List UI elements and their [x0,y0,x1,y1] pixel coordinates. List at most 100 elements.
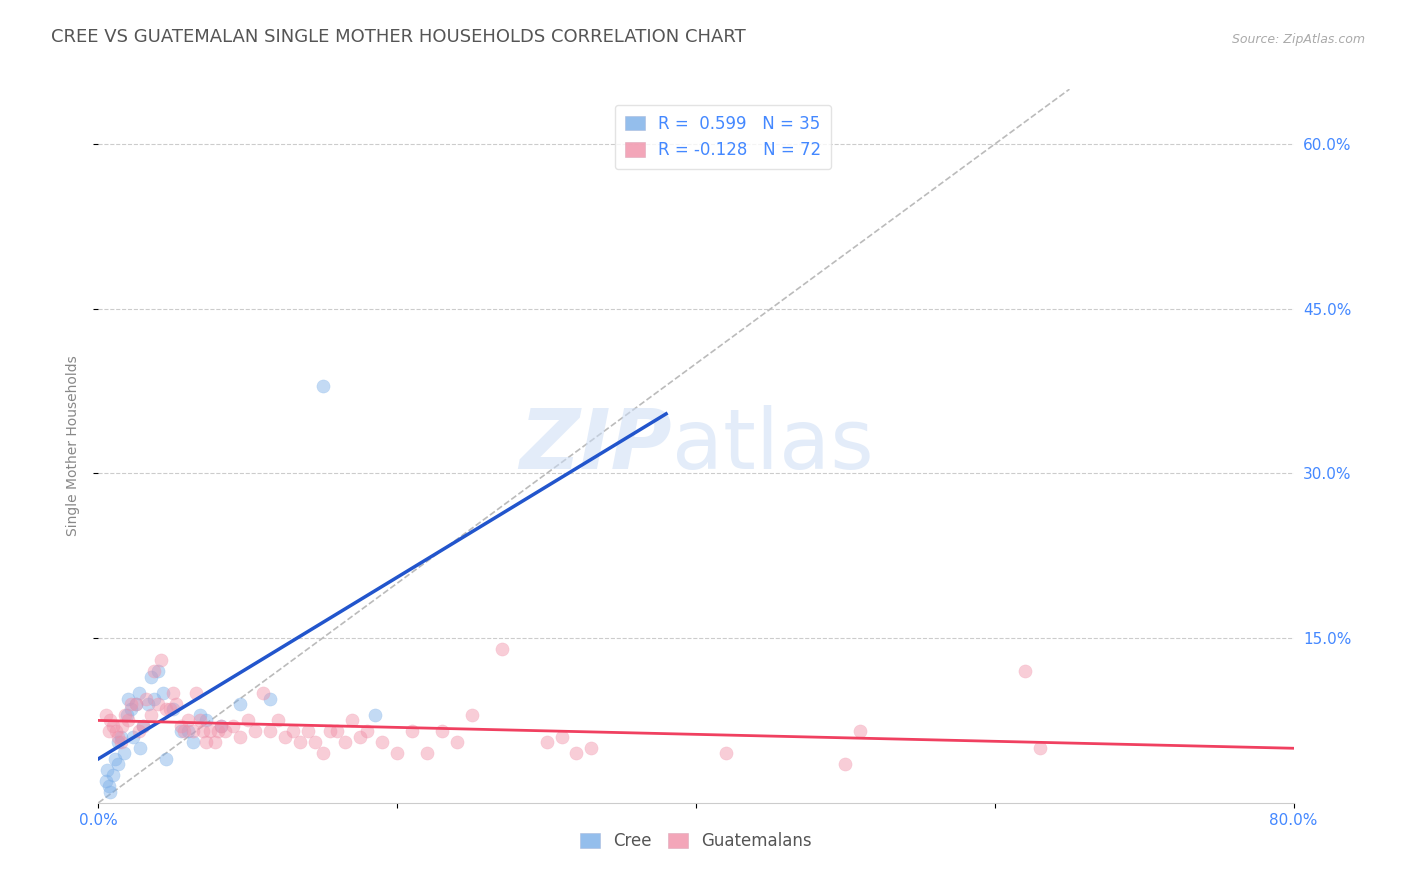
Point [267,714,290,728]
Point [173,724,195,739]
Point [97,780,120,794]
Point [229,730,252,744]
Point [94,773,117,788]
Text: CREE VS GUATEMALAN SINGLE MOTHER HOUSEHOLDS CORRELATION CHART: CREE VS GUATEMALAN SINGLE MOTHER HOUSEHO… [51,29,745,46]
Point [245,724,267,739]
Point [214,724,236,739]
Point [132,719,155,733]
Point [461,708,484,723]
Point [222,719,245,733]
Point [188,714,211,728]
Point [288,735,311,749]
Point [416,747,439,761]
Point [98,785,122,799]
Point [356,724,378,739]
Point [259,691,281,706]
Point [401,724,423,739]
Point [114,708,136,723]
Point [177,724,200,739]
Point [714,747,737,761]
Point [207,724,229,739]
Point [446,735,468,749]
Point [550,730,572,744]
Point [136,697,159,711]
Point [349,730,371,744]
Point [181,724,204,739]
Point [110,730,132,744]
Point [169,724,191,739]
Point [139,669,162,683]
Point [1014,664,1036,678]
Point [177,714,200,728]
Point [97,724,120,739]
Point [120,702,142,716]
Point [155,702,177,716]
Point [200,724,222,739]
Point [155,752,177,766]
Point [148,697,170,711]
Point [105,724,128,739]
Point [128,724,150,739]
Point [184,686,207,700]
Point [209,719,232,733]
Text: ZIP: ZIP [519,406,672,486]
Point [297,724,319,739]
Point [281,724,304,739]
Point [142,664,165,678]
Point [1028,740,1050,755]
Point [107,735,129,749]
Point [536,735,558,749]
Point [834,757,856,772]
Point [259,724,281,739]
Point [107,757,129,772]
Point [152,686,174,700]
Point [195,735,218,749]
Point [311,378,333,392]
Point [110,735,132,749]
Point [342,714,364,728]
Point [103,719,125,733]
Point [117,691,139,706]
Point [364,708,387,723]
Point [121,730,143,744]
Point [98,714,122,728]
Point [209,719,232,733]
Point [96,763,118,777]
Point [236,714,259,728]
Text: Source: ZipAtlas.com: Source: ZipAtlas.com [1232,33,1365,46]
Point [148,664,170,678]
Point [565,747,588,761]
Point [304,735,326,749]
Point [430,724,453,739]
Point [111,719,134,733]
Point [229,697,252,711]
Point [169,719,191,733]
Point [159,702,181,716]
Point [252,686,274,700]
Point [188,708,211,723]
Point [129,740,152,755]
Point [319,724,342,739]
Point [115,708,138,723]
Point [162,686,184,700]
Point [125,697,148,711]
Point [128,686,150,700]
Point [165,697,187,711]
Point [191,724,214,739]
Point [135,691,157,706]
Point [204,735,226,749]
Point [371,735,394,749]
Point [181,735,204,749]
Point [326,724,349,739]
Point [195,714,218,728]
Y-axis label: Single Mother Households: Single Mother Households [66,356,80,536]
Point [104,752,127,766]
Point [117,714,139,728]
Point [385,747,409,761]
Point [94,708,117,723]
Text: atlas: atlas [672,406,873,486]
Point [491,642,513,657]
Legend: Cree, Guatemalans: Cree, Guatemalans [571,824,821,859]
Point [120,697,142,711]
Point [311,747,333,761]
